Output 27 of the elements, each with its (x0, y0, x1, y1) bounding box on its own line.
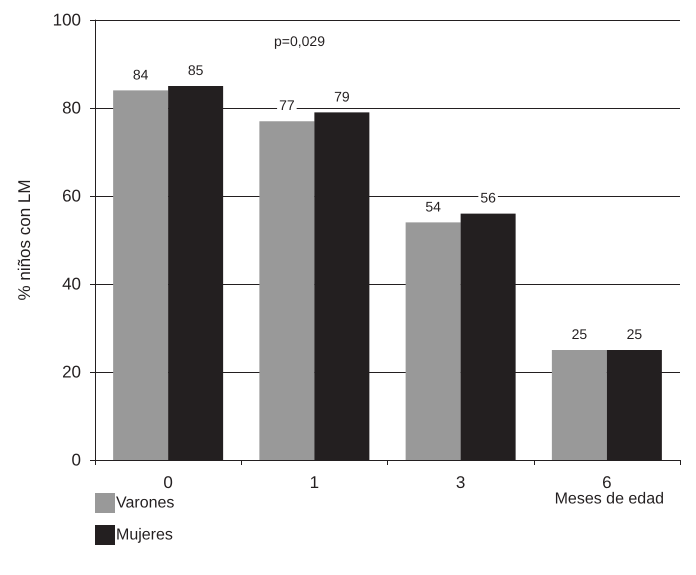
y-tick-label: 100 (52, 10, 81, 30)
data-label: 56 (480, 190, 496, 206)
x-tick-label: 3 (456, 473, 466, 492)
data-label: 85 (188, 62, 204, 78)
legend-label: Mujeres (116, 526, 173, 544)
data-label: 25 (626, 326, 642, 342)
annotation: p=0,029 (274, 33, 326, 49)
x-tick-label: 0 (163, 473, 173, 492)
x-tick-label: 6 (602, 473, 612, 492)
data-label: 54 (425, 198, 442, 214)
x-tick-label: 1 (310, 473, 320, 492)
bar (552, 350, 607, 460)
y-tick-label: 20 (62, 362, 81, 382)
bar (406, 222, 461, 460)
y-tick-label: 40 (62, 274, 81, 294)
bar (259, 121, 314, 460)
y-axis-title: % niños con LM (15, 180, 34, 300)
data-label: 77 (279, 97, 295, 114)
legend-label: Varones (116, 494, 174, 512)
y-tick-label: 80 (62, 98, 81, 118)
data-label: 84 (132, 66, 149, 82)
y-tick-label: 60 (62, 186, 81, 206)
data-label: 79 (334, 88, 350, 104)
data-label: 25 (572, 326, 588, 342)
bar (113, 90, 168, 460)
y-tick-label: 0 (72, 450, 81, 470)
x-axis-title: Meses de edad (554, 490, 664, 508)
